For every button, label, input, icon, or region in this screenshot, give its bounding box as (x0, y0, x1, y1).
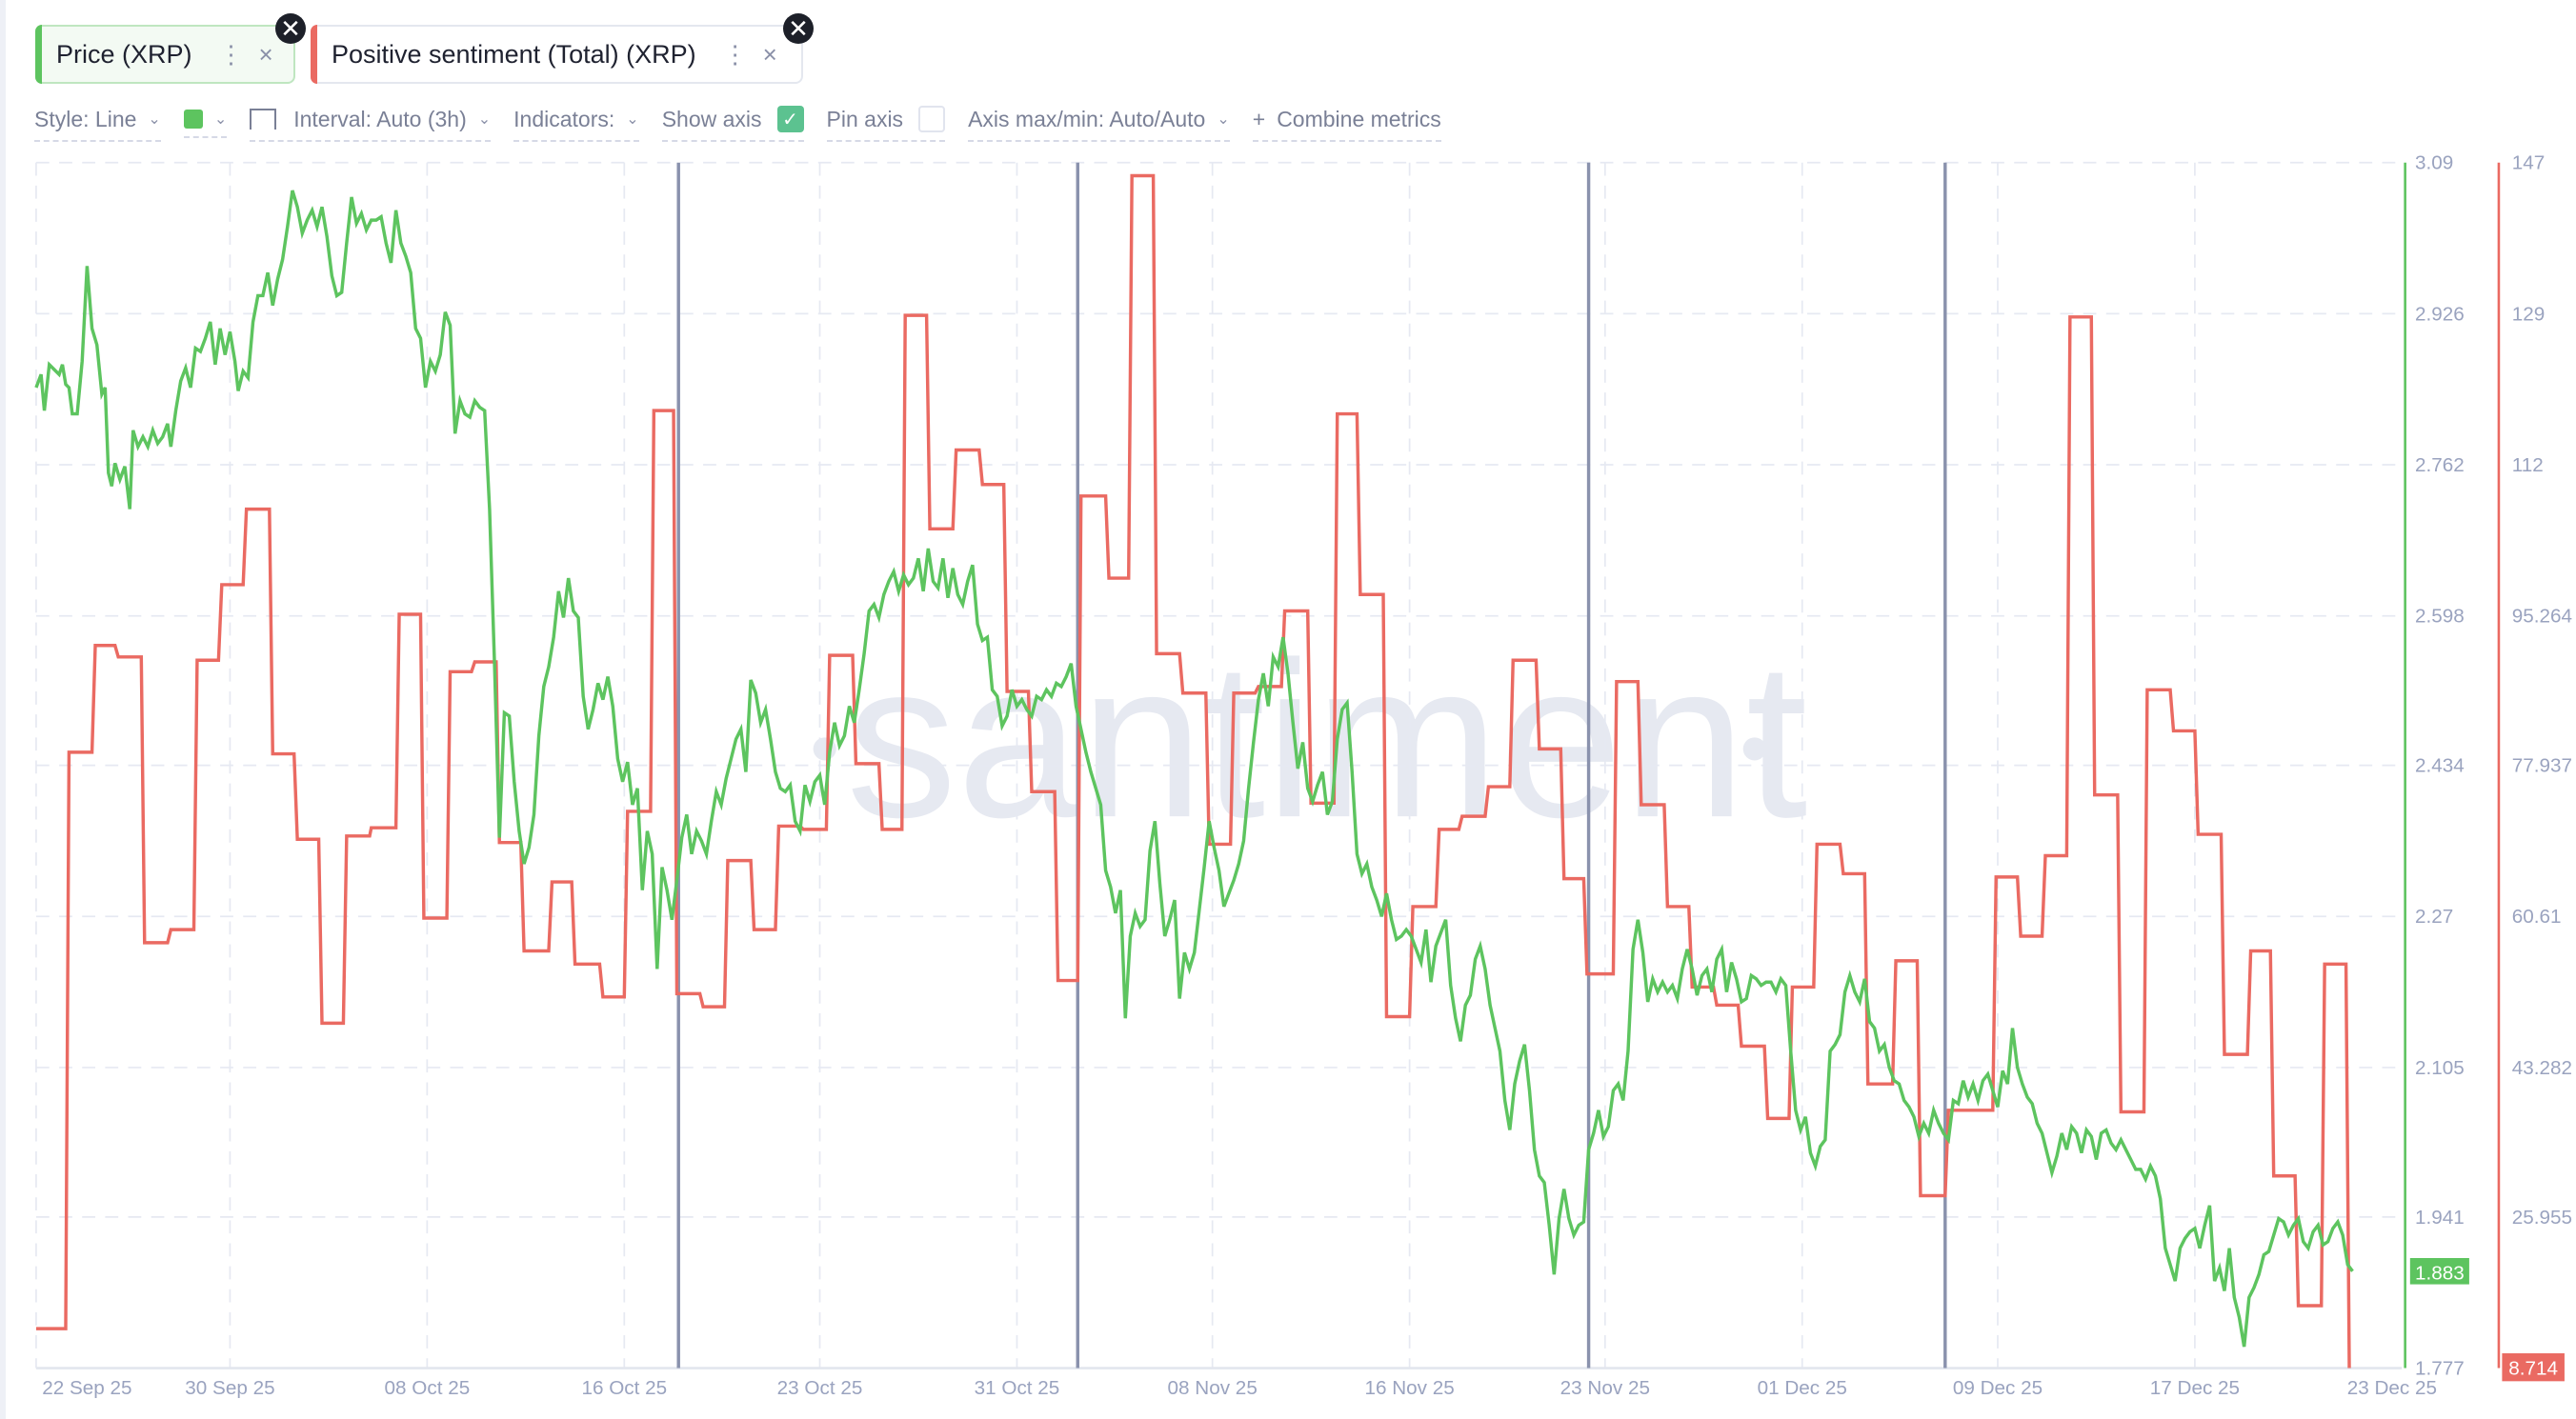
interval-dropdown[interactable]: Interval: Auto (3h) ⌄ (250, 103, 492, 142)
indicators-dropdown[interactable]: Indicators: ⌄ (513, 103, 639, 142)
svg-text:23 Dec 25: 23 Dec 25 (2347, 1377, 2437, 1399)
pin-axis-checkbox[interactable] (918, 106, 946, 132)
xrp-logo-icon: ✕ (275, 13, 306, 44)
metric-tag-positive-sentiment[interactable]: Positive sentiment (Total) (XRP) ⋮ × (311, 25, 803, 84)
metric-color-bar (311, 25, 317, 84)
show-axis-label: Show axis (661, 106, 762, 131)
svg-text:09 Dec 25: 09 Dec 25 (1953, 1377, 2043, 1399)
svg-text:23 Nov 25: 23 Nov 25 (1560, 1377, 1650, 1399)
check-icon: ✓ (782, 109, 798, 130)
chart-toolbar: Style: Line ⌄ ⌄ Interval: Auto (3h) ⌄ In… (34, 102, 1464, 142)
axis-maxmin-dropdown[interactable]: Axis max/min: Auto/Auto ⌄ (968, 103, 1230, 142)
svg-text:31 Oct 25: 31 Oct 25 (975, 1377, 1060, 1399)
svg-text:77.937: 77.937 (2512, 755, 2572, 777)
ruler-icon (250, 109, 277, 130)
svg-text:3.09: 3.09 (2415, 152, 2453, 174)
svg-text:08 Nov 25: 08 Nov 25 (1168, 1377, 1258, 1399)
svg-text:1.941: 1.941 (2415, 1207, 2465, 1229)
remove-metric-icon[interactable]: × (762, 39, 777, 69)
chevron-down-icon: ⌄ (148, 111, 161, 128)
svg-text:2.598: 2.598 (2415, 606, 2465, 628)
svg-text:1.777: 1.777 (2415, 1357, 2465, 1379)
color-dropdown[interactable]: ⌄ (183, 106, 228, 138)
svg-text:60.61: 60.61 (2512, 906, 2562, 928)
svg-text:23 Oct 25: 23 Oct 25 (777, 1377, 863, 1399)
svg-text:01 Dec 25: 01 Dec 25 (1758, 1377, 1847, 1399)
svg-text:147: 147 (2512, 152, 2546, 174)
grid-horizontal (35, 161, 2399, 1218)
svg-text:25.955: 25.955 (2512, 1207, 2572, 1229)
price-current-badge (2409, 1257, 2469, 1285)
style-label: Style: Line (34, 106, 137, 131)
axis-maxmin-label: Axis max/min: Auto/Auto (968, 106, 1206, 131)
show-axis-checkbox[interactable]: ✓ (776, 106, 804, 132)
svg-text:2.926: 2.926 (2415, 303, 2465, 325)
price-axis-ticks: 3.09 2.926 2.762 2.598 2.434 2.27 2.105 … (2415, 152, 2465, 1380)
interval-label: Interval: Auto (3h) (293, 106, 467, 131)
metric-tag-price[interactable]: Price (XRP) ⋮ × (35, 25, 295, 84)
price-series (34, 190, 2354, 1348)
combine-metrics-button[interactable]: + Combine metrics (1252, 103, 1441, 142)
sentiment-current-badge (2502, 1353, 2565, 1382)
remove-metric-icon[interactable]: × (258, 39, 273, 69)
svg-text:129: 129 (2512, 303, 2546, 325)
indicators-label: Indicators: (513, 106, 615, 131)
svg-text:2.762: 2.762 (2415, 454, 2465, 476)
metric-label: Positive sentiment (Total) (XRP) (332, 39, 696, 69)
chevron-down-icon: ⌄ (1217, 111, 1230, 128)
pin-axis-toggle[interactable]: Pin axis (826, 102, 946, 142)
left-edge (0, 0, 6, 1419)
style-dropdown[interactable]: Style: Line ⌄ (34, 103, 161, 142)
combine-metrics-label: Combine metrics (1277, 106, 1441, 131)
chevron-down-icon: ⌄ (477, 111, 492, 128)
svg-text:2.105: 2.105 (2415, 1057, 2465, 1079)
svg-text:08 Oct 25: 08 Oct 25 (385, 1377, 471, 1399)
metric-label: Price (XRP) (56, 39, 192, 69)
svg-text:16 Oct 25: 16 Oct 25 (581, 1377, 667, 1399)
pin-axis-label: Pin axis (826, 106, 904, 131)
svg-text:2.434: 2.434 (2415, 755, 2465, 777)
metric-color-bar (35, 25, 42, 84)
svg-text:22 Sep 25: 22 Sep 25 (42, 1377, 131, 1399)
positive-sentiment-series (35, 173, 2351, 1369)
x-axis-ticks: 22 Sep 25 30 Sep 25 08 Oct 25 16 Oct 25 … (42, 1377, 2437, 1399)
color-swatch (183, 110, 203, 129)
svg-text:16 Nov 25: 16 Nov 25 (1364, 1377, 1454, 1399)
svg-text:112: 112 (2512, 454, 2544, 476)
sentiment-axis-ticks: 147 129 112 95.264 77.937 60.61 43.282 2… (2512, 152, 2572, 1229)
svg-text:43.282: 43.282 (2512, 1057, 2572, 1079)
plus-icon: + (1252, 106, 1266, 131)
svg-text:95.264: 95.264 (2512, 606, 2572, 628)
chevron-down-icon: ⌄ (626, 111, 639, 128)
watermark-dot (1742, 737, 1766, 761)
svg-text:30 Sep 25: 30 Sep 25 (185, 1377, 274, 1399)
show-axis-toggle[interactable]: Show axis ✓ (661, 102, 804, 142)
price-current-value: 1.883 (2415, 1262, 2465, 1284)
svg-text:2.27: 2.27 (2415, 906, 2453, 928)
svg-text:17 Dec 25: 17 Dec 25 (2150, 1377, 2240, 1399)
sentiment-current-value: 8.714 (2508, 1357, 2558, 1379)
xrp-logo-icon: ✕ (783, 13, 814, 44)
chevron-down-icon: ⌄ (213, 111, 228, 128)
